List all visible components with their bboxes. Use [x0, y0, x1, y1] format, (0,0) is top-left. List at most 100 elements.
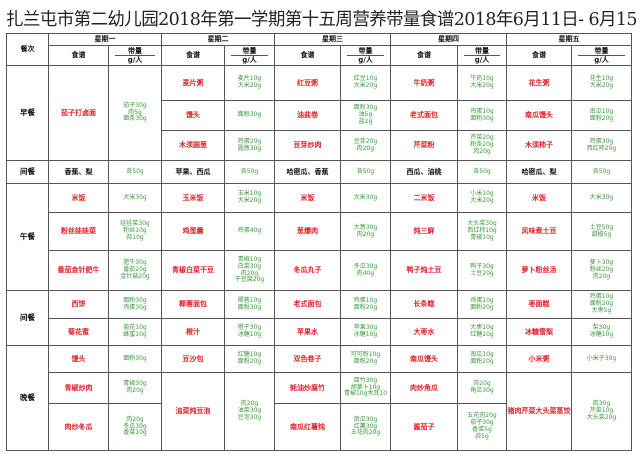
dish-name: 南瓜馒头: [390, 345, 458, 373]
dish-amount: 肉30g 芹菜10g 大头菜20g: [571, 372, 632, 451]
dish-amount: 冬瓜30g 肉40g: [340, 250, 391, 291]
dish-name: 米饭: [506, 183, 572, 213]
dish-name: 肉炒冬瓜: [48, 403, 109, 451]
dish-name: 冰糖雪梨: [506, 318, 572, 346]
dish-name: 茄子打卤面: [48, 65, 109, 161]
day-header: 星期二: [161, 33, 275, 46]
dish-amount: 红糖10g 面粉20g: [224, 345, 275, 373]
meal-name: 早餐: [6, 65, 49, 161]
amount-label: 带量: [242, 46, 257, 55]
meal-name: 午餐: [6, 183, 49, 291]
dish-column-header: 食谱: [506, 45, 572, 66]
dish-name: 木须圆葱: [161, 130, 225, 161]
day-header: 星期三: [274, 33, 391, 46]
dish-amount: 鸡蛋10g 面粉20g 大枣5g: [571, 290, 632, 319]
day-header: 星期一: [48, 33, 162, 46]
dish-amount: 大米30g: [108, 183, 162, 213]
dish-name: 馒头: [161, 100, 225, 131]
dish-amount: 土豆50g 甜椒5g: [571, 212, 632, 251]
dish-name: 大枣水: [390, 318, 458, 346]
dish-amount: 菊花10g 蜂蜜10g: [108, 318, 162, 346]
amount-column-header: 带量 g/人: [457, 45, 507, 66]
dish-name: 玉米饭: [161, 183, 225, 213]
dish-amount: 鸡蛋30g 西红柿20g: [571, 130, 632, 161]
dish-name: 米饭: [274, 183, 341, 213]
dish-amount: 南瓜10g 面粉20g: [457, 345, 507, 373]
dish-amount: 小米10g 大米20g: [457, 183, 507, 213]
dish-amount: 各50g: [457, 160, 507, 184]
dish-amount: 萝卜30g 粉丝20g 肉20g: [571, 250, 632, 291]
dish-name: 菊花蜜: [48, 318, 109, 346]
dish-name: 馒头: [48, 345, 109, 373]
dish-name: 麦片粥: [161, 65, 225, 101]
dish-name: 花生粥: [506, 65, 572, 101]
dish-amount: 玉米10g 大米20g: [224, 183, 275, 213]
dish-amount: 苹果30g 冰糖10g: [340, 318, 391, 346]
unit-label: g/人: [347, 55, 384, 64]
dish-name: 南瓜红薯炖: [274, 403, 341, 451]
dish-amount: 五花肉20g 茄子30g 香菜5g 蒜5g: [457, 403, 507, 451]
dish-amount: 大枣10g 红糖10g: [457, 318, 507, 346]
dish-amount: 各50g: [340, 160, 391, 184]
dish-name: 米饭: [48, 183, 109, 213]
dish-name: 双色卷子: [274, 345, 341, 373]
dish-name: 橙汁: [161, 318, 225, 346]
dish-amount: 大头菜30g 西红柿10g 青椒10g: [457, 212, 507, 251]
dish-name: 酱茄子: [390, 403, 458, 451]
dish-name: 豆芽炒肉: [274, 130, 341, 161]
dish-column-header: 食谱: [161, 45, 225, 66]
dish-amount: 鸡蛋40g: [224, 212, 275, 251]
dish-amount: 麦片10g 大米20g: [224, 65, 275, 101]
dish-name: 葱爆肉: [274, 212, 341, 251]
dish-name: 哈密瓜、香蕉: [274, 160, 341, 184]
dish-amount: 橙子30g 冰糖10g: [224, 318, 275, 346]
dish-amount: 鸡蛋20g 圆葱30g: [224, 130, 275, 161]
dish-name: 鸡蛋羹: [161, 212, 225, 251]
dish-amount: 鸡蛋10g 面粉20g: [340, 290, 391, 319]
dish-amount: 肥牛30g 番茄20g 金针菇20g: [108, 250, 162, 291]
dish-name: 风味煮土豆: [506, 212, 572, 251]
dish-name: 南瓜馒头: [506, 100, 572, 131]
dish-amount: 大米30g: [340, 183, 391, 213]
dish-name: 香蕉、梨: [48, 160, 109, 184]
dish-name: 萝卜粉丝汤: [506, 250, 572, 291]
dish-amount: 面粉30g 油5g 盐2g: [340, 100, 391, 131]
dish-amount: 可可粉10g 面粉20g: [340, 345, 391, 373]
dish-amount: 芹菜20g 粉条20g 肉20g: [457, 130, 507, 161]
dish-amount: 面粉30g: [224, 100, 275, 131]
dish-name: 冬瓜丸子: [274, 250, 341, 291]
dish-column-header: 食谱: [390, 45, 458, 66]
dish-name: 老式面包: [390, 100, 458, 131]
amount-column-header: 带量 g/人: [108, 45, 162, 66]
amount-label: 带量: [475, 46, 489, 55]
dish-name: 青椒白菜干豆: [161, 250, 225, 291]
dish-amount: 肉20g 角瓜30g: [457, 372, 507, 404]
dish-name: 西饼: [48, 290, 109, 319]
dish-amount: 鸭子30g 土豆20g: [457, 250, 507, 291]
page-title: 扎兰屯市第二幼儿园2018年第一学期第十五周营养带量食谱2018年6月11日- …: [6, 10, 640, 30]
dish-amount: 各50g: [224, 160, 275, 184]
dish-name: 苹果、西瓜: [161, 160, 225, 184]
dish-amount: 豆芽20g 肉20g: [340, 130, 391, 161]
dish-amount: 肉20g 冬瓜30g 香菜10g: [108, 403, 162, 451]
dish-name: 牛奶粥: [390, 65, 458, 101]
dish-name: 豆沙包: [161, 345, 225, 373]
dish-name: 肉炒角瓜: [390, 372, 458, 404]
dish-name: 鸭子炖土豆: [390, 250, 458, 291]
amount-column-header: 带量 g/人: [340, 45, 391, 66]
dish-name: 枣面糕: [506, 290, 572, 319]
amount-column-header: 带量 g/人: [571, 45, 632, 66]
dish-amount: 各50g: [571, 160, 632, 184]
dish-amount: 腐竹30g 胡萝卜10g 青椒10g木耳10: [340, 372, 391, 404]
amount-label: 带量: [358, 46, 373, 55]
dish-name: 老式面包: [274, 290, 341, 319]
dish-column-header: 食谱: [48, 45, 109, 66]
dish-amount: 肉20g 油菜30g 豆泡30g: [224, 372, 275, 451]
dish-name: 番茄金针肥牛: [48, 250, 109, 291]
unit-label: g/人: [231, 55, 268, 64]
unit-label: g/人: [578, 55, 625, 64]
dish-amount: 鸡蛋10g 面粉30g: [457, 100, 507, 131]
dish-name: 椰蓉面包: [161, 290, 225, 319]
dish-name: 油菜炖豆泡: [161, 372, 225, 451]
dish-amount: 娃娃菜30g 粉丝10g 蒜10g: [108, 212, 162, 251]
